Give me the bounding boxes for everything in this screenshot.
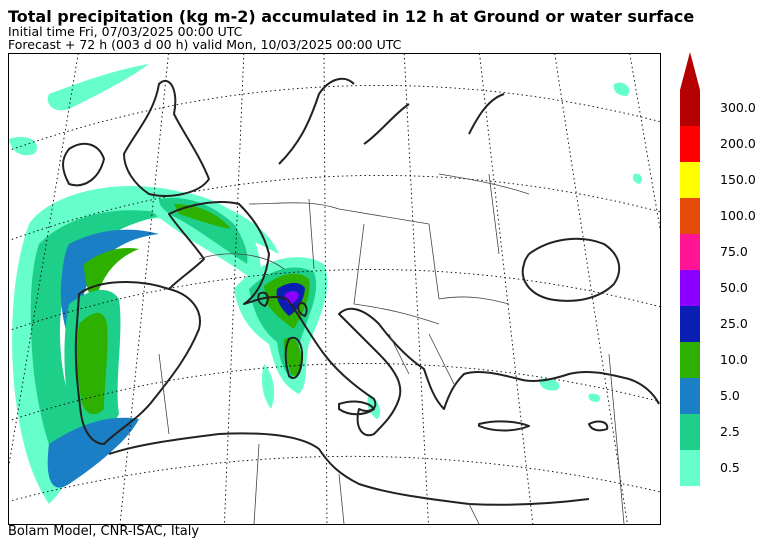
colorbar-swatch: [680, 234, 700, 270]
colorbar-label: 100.0: [720, 208, 756, 223]
colorbar-swatch: [680, 126, 700, 162]
colorbar-swatch: [680, 90, 700, 126]
colorbar-label: 5.0: [720, 388, 740, 403]
colorbar-arrow: [680, 52, 700, 90]
colorbar-label: 2.5: [720, 424, 740, 439]
precipitation-colorbar: [680, 52, 700, 486]
map-svg: [9, 54, 660, 524]
graticule: [9, 54, 660, 524]
colorbar-swatch: [680, 270, 700, 306]
forecast-valid-time: Forecast + 72 h (003 d 00 h) valid Mon, …: [8, 37, 402, 52]
colorbar-swatch: [680, 198, 700, 234]
colorbar-label: 150.0: [720, 172, 756, 187]
precipitation-map: [8, 53, 661, 525]
map-title: Total precipitation (kg m-2) accumulated…: [8, 7, 695, 26]
initial-time: Initial time Fri, 07/03/2025 00:00 UTC: [8, 24, 243, 39]
country-borders: [158, 173, 625, 524]
colorbar-swatch: [680, 414, 700, 450]
colorbar-swatch: [680, 306, 700, 342]
colorbar-swatch: [680, 342, 700, 378]
coastlines: [62, 77, 660, 506]
colorbar-label: 50.0: [720, 280, 748, 295]
colorbar-label: 75.0: [720, 244, 748, 259]
colorbar-label: 25.0: [720, 316, 748, 331]
colorbar-swatch: [680, 162, 700, 198]
colorbar-swatch: [680, 450, 700, 486]
colorbar-label: 10.0: [720, 352, 748, 367]
colorbar-label: 200.0: [720, 136, 756, 151]
colorbar-label: 0.5: [720, 460, 740, 475]
colorbar-swatch: [680, 378, 700, 414]
colorbar-label: 300.0: [720, 100, 756, 115]
model-credit: Bolam Model, CNR-ISAC, Italy: [8, 524, 200, 539]
